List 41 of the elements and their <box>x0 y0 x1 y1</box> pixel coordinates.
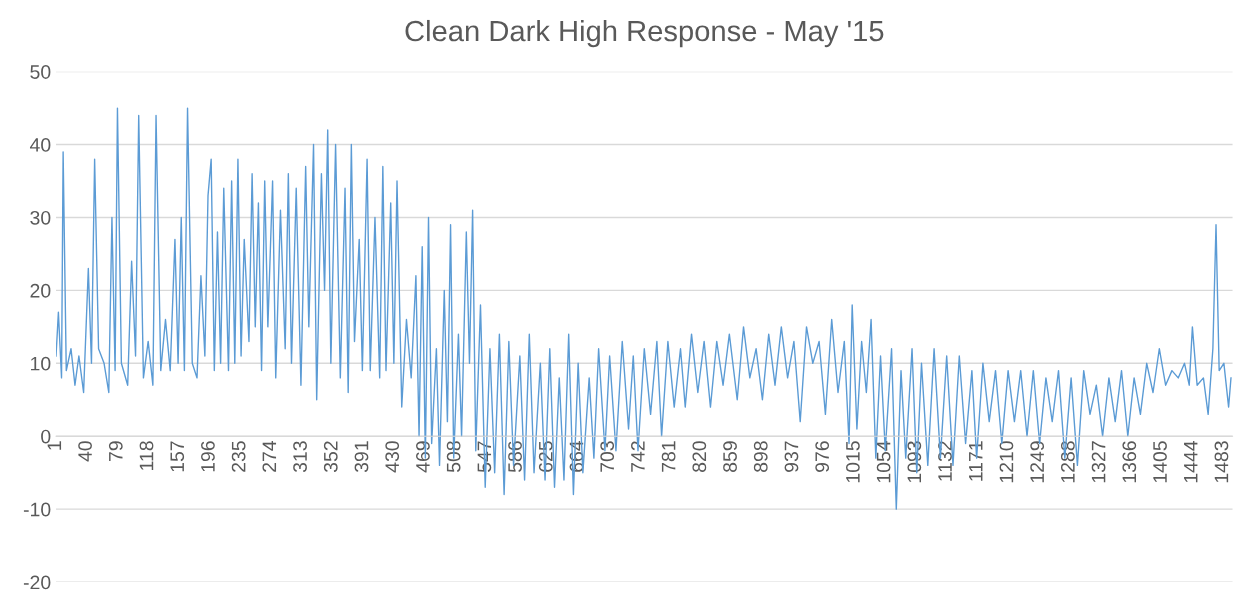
x-tick-label: 157 <box>170 441 185 472</box>
y-tick-label: 50 <box>30 65 51 79</box>
x-tick-label: 742 <box>631 441 645 472</box>
x-tick-label: 1210 <box>999 441 1014 483</box>
x-tick-label: 1483 <box>1214 441 1229 483</box>
x-tick-label: 235 <box>231 441 246 472</box>
x-tick-label: 1405 <box>1153 441 1167 483</box>
x-tick-label: 118 <box>139 441 154 470</box>
x-tick-label: 196 <box>201 441 215 472</box>
x-tick-label: 703 <box>600 441 615 472</box>
x-tick-label: 430 <box>385 441 400 473</box>
x-tick-label: 469 <box>416 441 430 473</box>
x-tick-label: 352 <box>323 441 338 473</box>
x-tick-label: 274 <box>262 440 277 472</box>
x-tick-label: 1366 <box>1122 441 1137 483</box>
x-tick-label: 820 <box>692 441 707 472</box>
x-tick-label: 79 <box>108 441 123 462</box>
x-tick-label: 40 <box>78 441 92 462</box>
x-tick-label: 859 <box>723 441 737 472</box>
chart-title: Clean Dark High Response - May '15 <box>405 19 884 48</box>
y-tick-label: 20 <box>30 283 51 298</box>
x-tick-label: 1171 <box>969 441 983 481</box>
x-tick-label: 898 <box>753 441 768 472</box>
x-tick-label: 313 <box>293 441 307 473</box>
x-tick-label: 1093 <box>907 441 922 483</box>
x-tick-label: 391 <box>354 441 369 473</box>
x-tick-label: 1249 <box>1030 441 1045 483</box>
x-tick-label: 1288 <box>1060 441 1075 483</box>
y-tick-label: 10 <box>31 356 51 371</box>
x-tick-label: 781 <box>661 441 676 472</box>
y-tick-label: 30 <box>30 210 51 225</box>
y-tick-label: -10 <box>23 502 51 517</box>
x-tick-label: 1015 <box>846 441 860 483</box>
x-tick-label: 976 <box>815 441 830 472</box>
x-tick-label: 937 <box>784 441 799 472</box>
x-tick-label: 1054 <box>876 440 891 483</box>
y-tick-label: -20 <box>23 575 51 590</box>
x-tick-label: 586 <box>508 441 522 473</box>
x-tick-label: 1327 <box>1091 441 1106 483</box>
y-tick-label: 40 <box>29 138 51 152</box>
x-tick-label: 1444 <box>1184 440 1198 483</box>
